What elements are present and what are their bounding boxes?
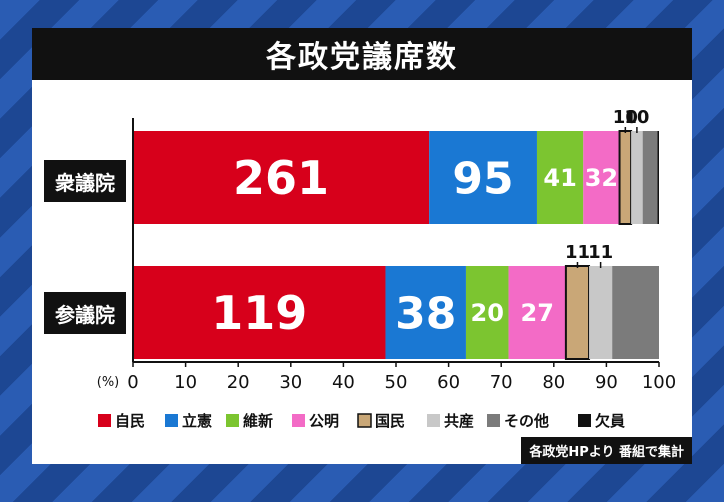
data-label-1-4: 11	[565, 242, 590, 263]
x-tick-label-6: 60	[437, 372, 460, 393]
source-note: 各政党HPより 番組で集計	[521, 437, 692, 464]
x-tick-label-3: 30	[279, 372, 302, 393]
bar-segment-0-2	[536, 131, 584, 224]
data-label-0-1: 95	[452, 153, 513, 204]
data-label-1-3: 27	[521, 299, 554, 327]
x-tick-label-2: 20	[227, 372, 250, 393]
bar-segment-1-3	[508, 266, 566, 359]
legend-swatch-4	[357, 413, 372, 428]
bar-segment-1-6	[612, 266, 659, 359]
bar-segment-0-6	[642, 131, 658, 224]
legend-swatch-6	[487, 414, 500, 427]
bar-segment-0-7	[657, 131, 659, 224]
x-tick-label-10: 100	[642, 372, 676, 393]
legend-label-6: その他	[504, 412, 549, 430]
bar-segment-1-5	[589, 266, 613, 359]
legend-label-5: 共産	[444, 412, 474, 430]
chart-title: 各政党議席数	[32, 28, 692, 80]
legend-label-2: 維新	[243, 412, 273, 430]
data-label-0-5: 10	[624, 107, 649, 128]
x-tick-label-5: 50	[385, 372, 408, 393]
legend-swatch-2	[226, 414, 239, 427]
bar-segment-0-0	[133, 131, 430, 224]
data-label-0-4: 10	[613, 107, 638, 128]
legend-swatch-0	[98, 414, 111, 427]
data-label-0-2: 41	[543, 164, 576, 192]
data-label-1-1: 38	[395, 288, 456, 339]
x-tick-label-8: 80	[542, 372, 565, 393]
x-axis-unit-label: (%)	[97, 375, 120, 390]
legend-label-4: 国民	[375, 412, 405, 430]
bar-segment-1-0	[133, 266, 386, 359]
row-label-house-of-councillors: 参議院	[44, 292, 126, 334]
bar-segment-0-1	[429, 131, 537, 224]
legend-swatch-1	[165, 414, 178, 427]
bar-segment-1-2	[465, 266, 509, 359]
bar-segment-0-5	[631, 131, 643, 224]
bar-segment-0-4	[618, 130, 633, 225]
x-tick-label-9: 90	[595, 372, 618, 393]
data-label-0-3: 32	[585, 164, 618, 192]
x-tick-label-4: 40	[332, 372, 355, 393]
data-label-1-0: 119	[211, 286, 307, 340]
x-tick-label-0: 0	[127, 372, 138, 393]
legend-label-7: 欠員	[595, 412, 625, 430]
legend-label-0: 自民	[115, 412, 145, 430]
data-label-1-2: 20	[471, 299, 504, 327]
bar-segment-0-3	[583, 131, 620, 224]
bar-segment-1-4	[564, 265, 591, 360]
legend-label-3: 公明	[309, 412, 339, 430]
legend-swatch-5	[427, 414, 440, 427]
legend-swatch-3	[292, 414, 305, 427]
x-tick-label-1: 10	[174, 372, 197, 393]
data-label-1-5: 11	[588, 242, 613, 263]
row-label-house-of-representatives: 衆議院	[44, 160, 126, 202]
legend-label-1: 立憲	[182, 412, 212, 430]
data-label-0-0: 261	[233, 151, 329, 205]
legend-swatch-7	[578, 414, 591, 427]
bar-segment-1-1	[385, 266, 466, 359]
chart-card	[32, 28, 692, 464]
x-tick-label-7: 70	[490, 372, 513, 393]
